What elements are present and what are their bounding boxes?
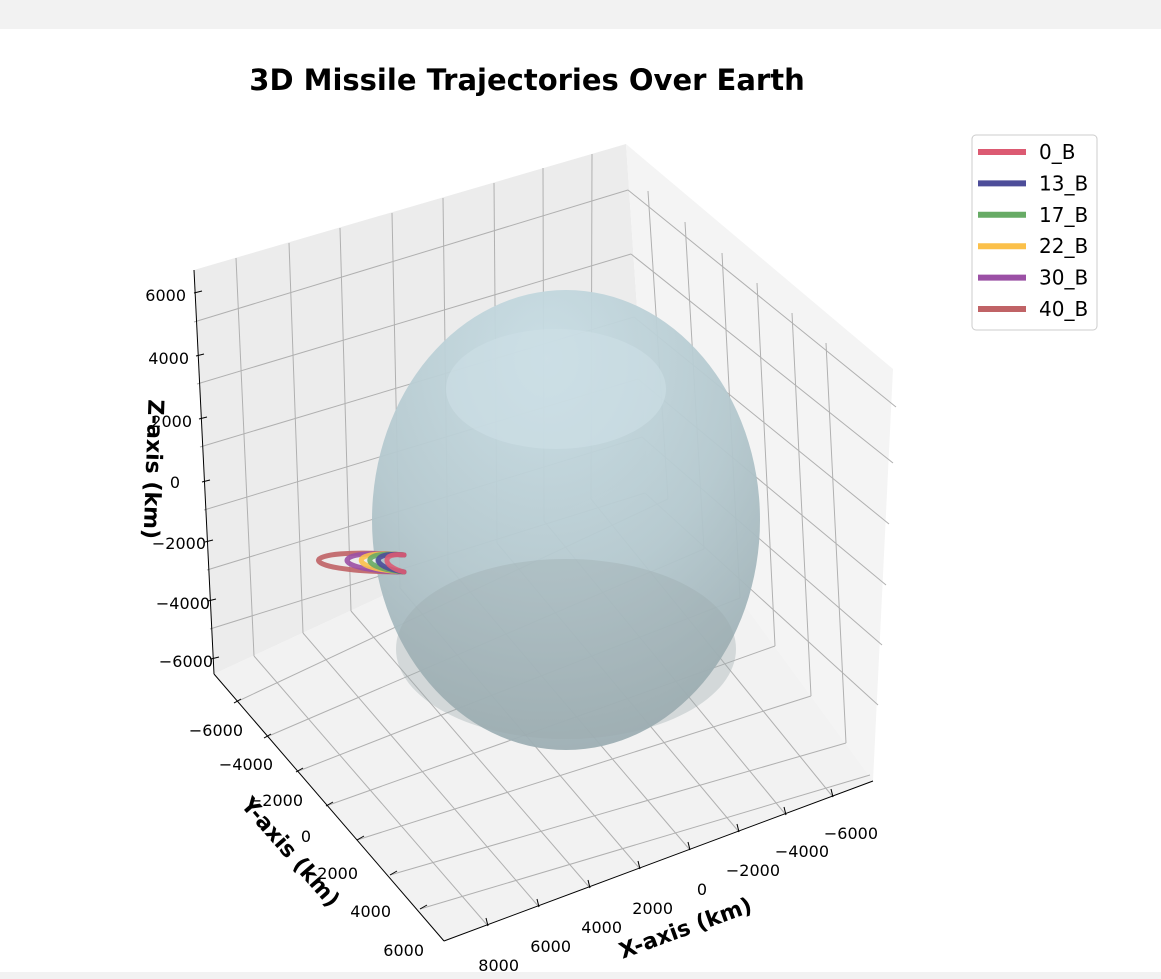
x-tick-label: 8000 [478,956,519,972]
earth-sphere [372,290,760,750]
plot-area: 6000 4000 2000 0 −2000 −4000 −6000 −6000… [138,63,1098,972]
x-tick-label: −6000 [824,824,878,843]
y-tick-label: −6000 [189,721,243,740]
legend-label-0_B: 0_B [1039,140,1075,164]
y-tick-label: −4000 [219,755,273,774]
axis-spines [193,269,874,942]
legend-label-30_B: 30_B [1039,266,1088,290]
y-tick-labels: −6000 −4000 −2000 0 2000 4000 6000 [189,721,424,960]
z-axis-label: Z-axis (km) [138,399,168,539]
legend-label-40_B: 40_B [1039,297,1088,321]
z-tick-label: 0 [170,473,180,492]
x-tick-label: 2000 [632,899,673,918]
z-tick-label: −2000 [152,534,206,553]
y-tick-label: 4000 [350,902,391,921]
legend-label-17_B: 17_B [1039,203,1088,227]
trajectory-group [316,550,407,575]
z-tick-label: −4000 [156,594,210,613]
y-tick-label: 6000 [383,941,424,960]
legend: 0_B 13_B 17_B 22_B 30_B 40_B [971,134,1098,331]
y-tick-label: 0 [301,827,311,846]
x-tick-label: 0 [697,880,707,899]
z-tick-label: 4000 [148,349,189,368]
x-tick-labels: −6000 −4000 −2000 0 2000 4000 6000 8000 [478,824,878,972]
x-axis-ticks [485,788,834,927]
legend-label-13_B: 13_B [1039,171,1088,195]
figure-canvas: 6000 4000 2000 0 −2000 −4000 −6000 −6000… [0,29,1161,972]
chart-title: 3D Missile Trajectories Over Earth [249,63,804,97]
y-tick-label: 2000 [317,864,358,883]
z-tick-label: 2000 [151,412,192,431]
y-axis-label: Y-axis (km) [235,792,344,912]
x-tick-label: −4000 [775,842,829,861]
z-axis-ticks [193,290,220,660]
z-tick-label: −6000 [159,652,213,671]
trajectory-0_B [384,552,407,575]
x-tick-label: 6000 [530,937,571,956]
x-tick-label: 4000 [581,918,622,937]
x-tick-label: −2000 [726,861,780,880]
z-tick-label: 6000 [145,286,186,305]
y-tick-label: −2000 [249,791,303,810]
legend-label-22_B: 22_B [1039,234,1088,258]
z-tick-labels: 6000 4000 2000 0 −2000 −4000 −6000 [145,286,213,671]
y-axis-ticks [233,698,428,910]
